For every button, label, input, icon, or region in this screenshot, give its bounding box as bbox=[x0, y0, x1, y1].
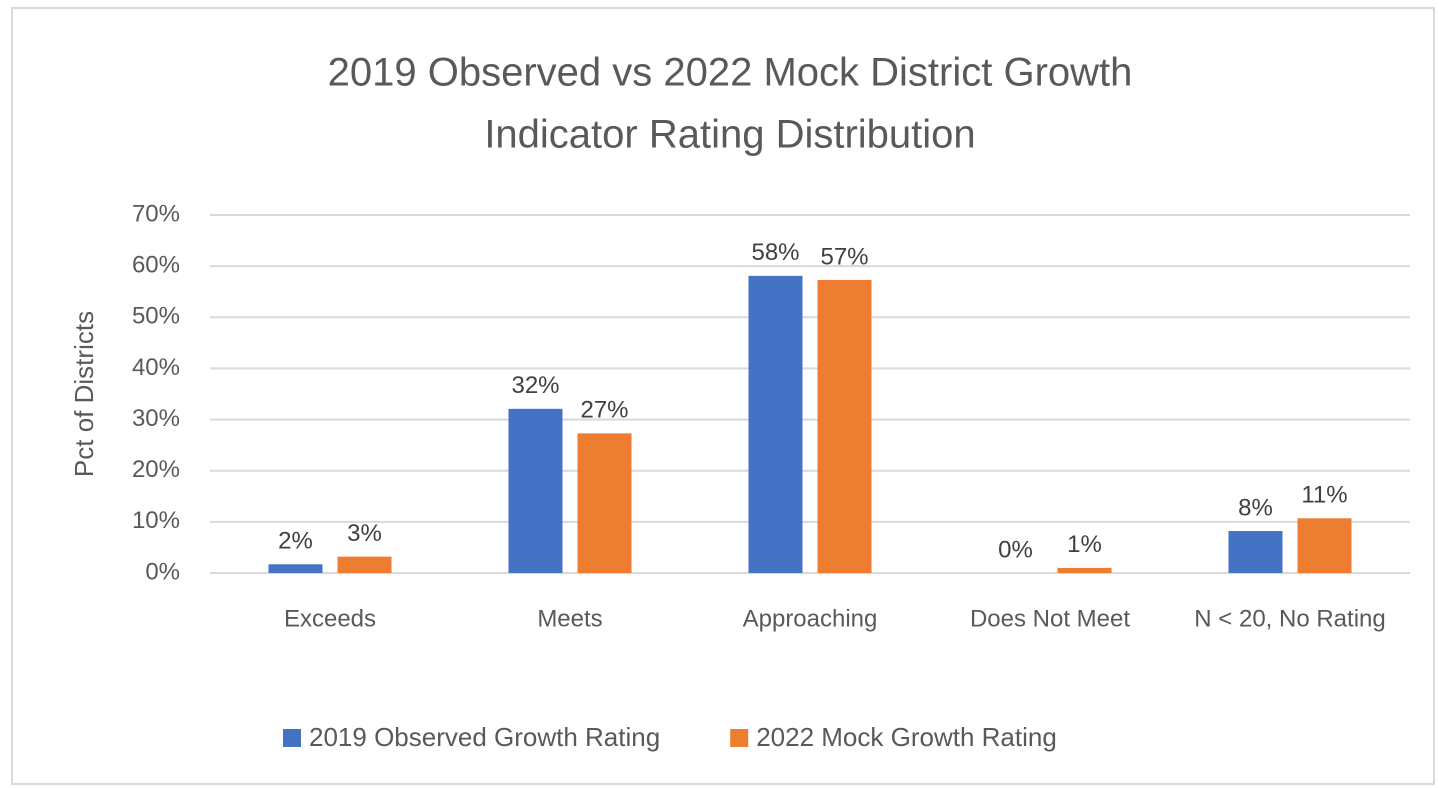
chart-title: 2019 Observed vs 2022 Mock District Grow… bbox=[328, 51, 1133, 95]
y-tick-label: 10% bbox=[132, 507, 180, 534]
data-label: 58% bbox=[751, 239, 799, 266]
x-tick-label: N < 20, No Rating bbox=[1194, 605, 1385, 632]
bar bbox=[817, 279, 872, 573]
data-label: 0% bbox=[998, 536, 1033, 563]
legend-label: 2019 Observed Growth Rating bbox=[309, 722, 660, 752]
data-label: 11% bbox=[1301, 482, 1347, 509]
bar bbox=[1297, 518, 1352, 573]
y-tick-label: 70% bbox=[132, 200, 180, 227]
x-tick-label: Approaching bbox=[743, 605, 878, 632]
bar bbox=[1057, 567, 1112, 573]
data-label: 27% bbox=[580, 397, 628, 424]
data-label: 32% bbox=[511, 372, 559, 399]
bar bbox=[268, 564, 323, 573]
chart-frame bbox=[11, 7, 1435, 785]
legend-label: 2022 Mock Growth Rating bbox=[756, 722, 1057, 752]
y-tick-label: 40% bbox=[132, 354, 180, 381]
y-tick-label: 20% bbox=[132, 456, 180, 483]
y-tick-label: 0% bbox=[145, 558, 180, 585]
y-tick-label: 30% bbox=[132, 405, 180, 432]
data-label: 2% bbox=[278, 528, 313, 555]
x-tick-label: Does Not Meet bbox=[970, 605, 1130, 632]
y-axis-title: Pct of Districts bbox=[69, 311, 99, 477]
legend-swatch bbox=[730, 729, 749, 747]
y-tick-label: 50% bbox=[132, 303, 180, 330]
bar bbox=[508, 408, 563, 573]
data-label: 3% bbox=[347, 520, 382, 547]
y-tick-label: 60% bbox=[132, 251, 180, 278]
x-tick-label: Meets bbox=[537, 605, 602, 632]
legend-swatch bbox=[283, 729, 301, 747]
data-label: 57% bbox=[820, 243, 868, 270]
bar bbox=[748, 275, 803, 573]
bar bbox=[337, 556, 392, 573]
bar bbox=[1228, 531, 1283, 573]
bar bbox=[577, 433, 632, 573]
chart-title: Indicator Rating Distribution bbox=[484, 113, 975, 157]
data-label: 1% bbox=[1067, 531, 1102, 558]
data-label: 8% bbox=[1238, 494, 1273, 521]
x-tick-label: Exceeds bbox=[284, 605, 376, 632]
